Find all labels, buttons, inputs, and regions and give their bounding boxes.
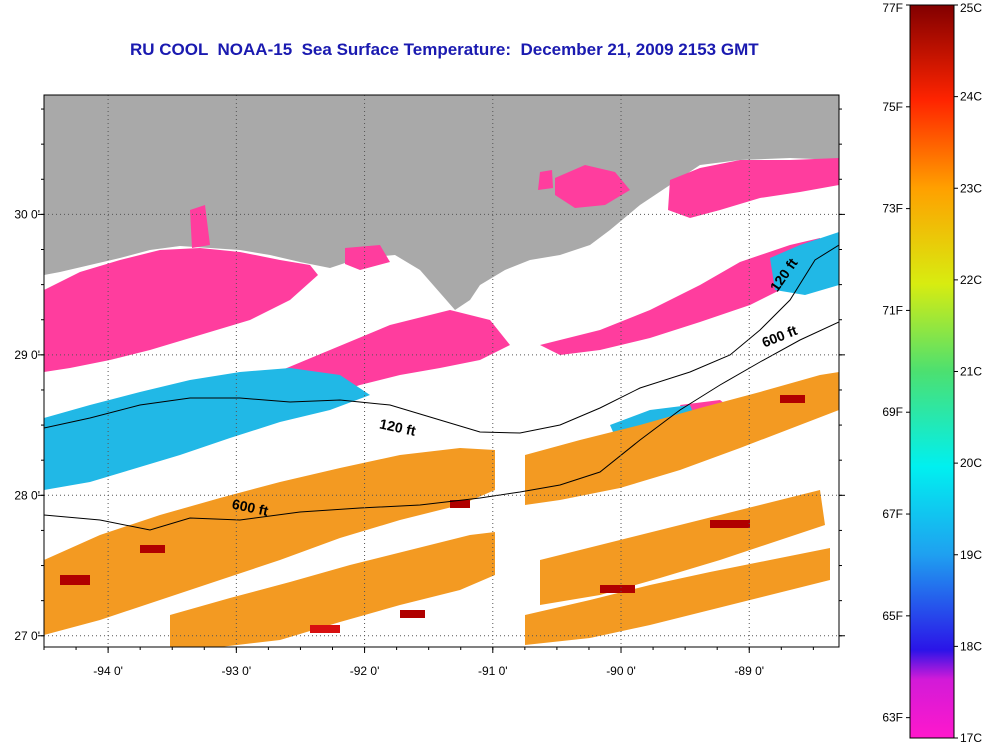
colorbar-c-label: 17C	[960, 731, 982, 745]
lon-tick-label: -92 0'	[350, 664, 380, 678]
lon-tick-label: -93 0'	[222, 664, 252, 678]
lon-tick-label: -94 0'	[93, 664, 123, 678]
sst-warm-region	[525, 548, 830, 645]
colorbar-f-label: 67F	[882, 507, 903, 521]
lat-tick-label: 28 0'	[14, 488, 40, 502]
map-content	[44, 95, 839, 647]
lon-tick-label: -91 0'	[478, 664, 508, 678]
sst-cold-region	[345, 245, 390, 270]
colorbar-f-label: 63F	[882, 711, 903, 725]
sst-warm-region	[540, 490, 825, 605]
sst-cool-region	[770, 232, 839, 295]
map-axes: -94 0' -93 0' -92 0' -91 0' -90 0' -89 0' 30 0…	[14, 108, 845, 678]
contour-label: 600 ft	[231, 496, 270, 519]
lat-tick-label: 30 0'	[14, 207, 40, 221]
colorbar-c-label: 22C	[960, 273, 982, 287]
sst-cold-region	[538, 170, 553, 190]
sst-warm-region	[170, 532, 495, 647]
sst-cold-region	[44, 248, 318, 372]
colorbar-c-label: 21C	[960, 365, 982, 379]
colorbar-c-label: 18C	[960, 639, 982, 653]
land-mass	[44, 95, 839, 310]
sst-warm-region	[44, 448, 495, 635]
chart-title: RU COOL NOAA-15 Sea Surface Temperature:…	[130, 40, 759, 59]
colorbar-c-label: 24C	[960, 90, 982, 104]
colorbar-f-label: 73F	[882, 202, 903, 216]
sst-cold-region	[555, 165, 630, 208]
lon-tick-label: -89 0'	[734, 664, 764, 678]
colorbar-f-label: 69F	[882, 405, 903, 419]
colorbar: 25C 24C 23C 22C 21C 20C 19C 18C 17C 77F 75F 73F 71F 6…	[882, 1, 982, 745]
colorbar-gradient	[909, 4, 955, 739]
lon-tick-label: -90 0'	[606, 664, 636, 678]
sst-cold-region	[540, 238, 820, 355]
lat-tick-label: 29 0'	[14, 348, 40, 362]
map-border	[43, 94, 840, 648]
sst-hot-speckles	[60, 395, 805, 633]
colorbar-labels: 25C 24C 23C 22C 21C 20C 19C 18C 17C 77F 75F 73F 71F 6…	[882, 1, 982, 745]
grid-lines	[44, 95, 839, 647]
sst-warm-region	[525, 372, 839, 505]
lat-tick-label: 27 0'	[14, 629, 40, 643]
sst-cool-region	[44, 368, 370, 490]
sst-cold-region	[668, 158, 839, 218]
contour-label: 120 ft	[378, 416, 417, 439]
contour-120ft	[44, 244, 839, 434]
colorbar-f-label: 65F	[882, 609, 903, 623]
colorbar-f-label: 75F	[882, 100, 903, 114]
sst-cold-region	[190, 205, 210, 248]
colorbar-f-label: 77F	[882, 1, 903, 15]
colorbar-c-label: 23C	[960, 181, 982, 195]
colorbar-c-label: 20C	[960, 456, 982, 470]
colorbar-c-label: 25C	[960, 1, 982, 15]
colorbar-f-label: 71F	[882, 303, 903, 317]
colorbar-c-label: 19C	[960, 548, 982, 562]
